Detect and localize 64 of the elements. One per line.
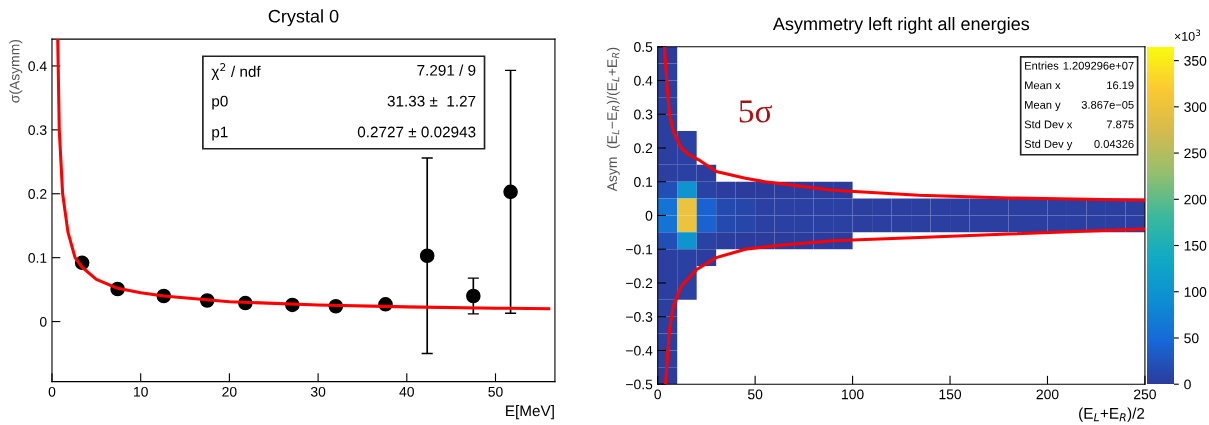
color-bar-label: 350 (1184, 55, 1207, 66)
y-tick-label: −0.3 (626, 312, 653, 322)
y-tick-label: −0.2 (626, 278, 653, 289)
chart-title: Asymmetry left right all energies (772, 17, 1030, 34)
color-bar-label: 0 (1184, 379, 1191, 390)
annotation: Entries (1025, 61, 1059, 70)
annotation: 31.33 ± 1.27 (387, 95, 476, 107)
annotation: 0.2727 ± 0.02943 (357, 126, 476, 138)
line-series (56, 39, 551, 311)
y-tick-label: −0.1 (626, 244, 653, 255)
annotation: 1.209296e+07 (1063, 61, 1134, 70)
text: Asym (E$_{L}$−E$_{R}$)/(E$_{L}$+E$_{R}$) (606, 47, 620, 192)
y-tick-label: 0.4 (634, 75, 653, 86)
annotation: Std Dev x (1024, 120, 1073, 129)
y-tick-label: −0.5 (626, 379, 653, 390)
color-bar-label: 300 (1184, 102, 1207, 113)
annotation: 5σ (739, 100, 772, 123)
y-tick-label: 0.3 (28, 125, 47, 136)
y-axis-title: σ(Asymm) (9, 39, 23, 103)
x-axis-title: E[MeV] (506, 405, 554, 420)
annotation: Mean x (1025, 81, 1061, 90)
x-tick-label: 0 (654, 389, 662, 400)
x-tick-label: 50 (488, 386, 503, 397)
x-tick-label: 250 (1134, 389, 1156, 400)
annotation: 16.19 (1107, 81, 1134, 90)
y-tick-label: 0.4 (28, 61, 47, 72)
y-tick-label: 0.5 (634, 42, 653, 52)
annotation: Std Dev y (1024, 139, 1073, 151)
annotation: 7.875 (1106, 120, 1134, 129)
y-tick-label: −0.4 (626, 345, 653, 356)
color-bar-label: 150 (1184, 240, 1207, 251)
x-tick-label: 40 (399, 386, 414, 397)
y-tick-label: 0.1 (28, 253, 47, 263)
y-tick-label: 0.1 (634, 177, 653, 187)
y-tick-label: 0.2 (634, 143, 653, 154)
y-tick-label: 0 (645, 210, 653, 221)
y-tick-label: 0.2 (28, 189, 47, 199)
y-tick-label: 0.3 (634, 109, 653, 120)
color-bar-title: ×10$^{3}$ (1174, 29, 1201, 41)
point (503, 184, 518, 200)
color-bar-label: 250 (1184, 148, 1207, 159)
color-bar-label: 200 (1184, 194, 1207, 205)
point (419, 248, 435, 264)
x-tick-label: 10 (134, 386, 148, 397)
x-axis-title: (E$_{L}$+E$_{R}$)/2 (1079, 407, 1145, 422)
x-tick-label: 30 (310, 386, 326, 397)
color-bar-label: 50 (1184, 333, 1199, 344)
color-bar-label: 100 (1184, 287, 1207, 297)
y-tick-label: 0 (39, 316, 47, 327)
annotation: 7.291 / 9 (417, 64, 476, 76)
point (466, 288, 481, 304)
annotation: 3.867e−05 (1081, 100, 1134, 109)
annotation: 0.04326 (1094, 140, 1134, 148)
x-tick-label: 20 (222, 386, 237, 397)
annotation: p0 (212, 95, 228, 110)
x-tick-label: 50 (747, 389, 763, 400)
annotation: χ$^{2}$ / ndf (211, 63, 261, 81)
x-tick-label: 0 (48, 386, 56, 397)
x-tick-label: 200 (1036, 389, 1059, 400)
x-tick-label: 100 (842, 389, 864, 400)
annotation: p1 (212, 126, 228, 141)
x-tick-label: 150 (939, 389, 962, 400)
chart-title: Crystal 0 (268, 9, 339, 27)
annotation: Mean y (1025, 101, 1061, 111)
